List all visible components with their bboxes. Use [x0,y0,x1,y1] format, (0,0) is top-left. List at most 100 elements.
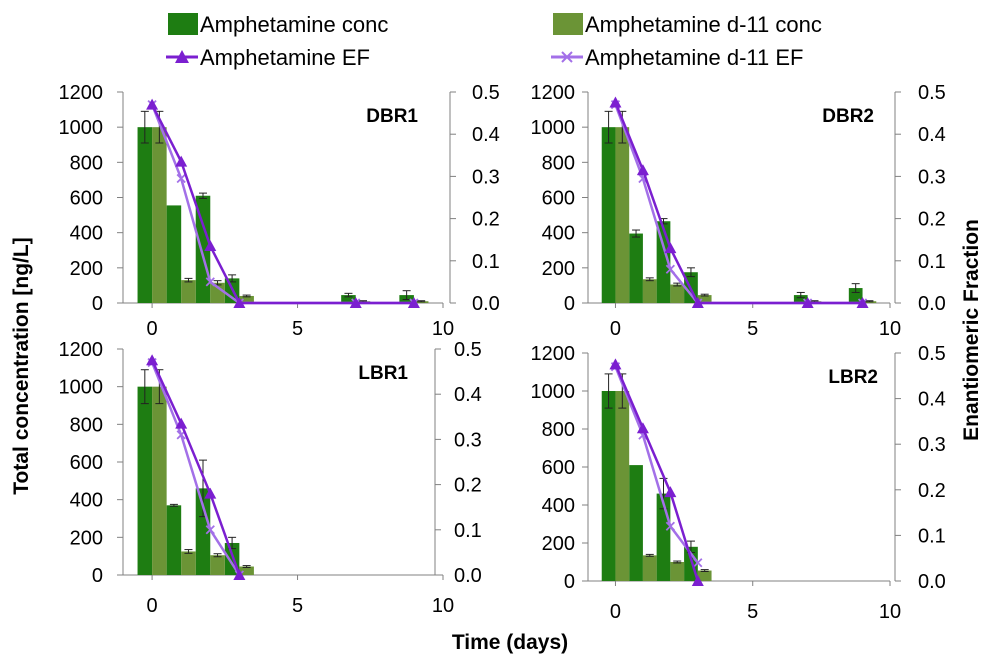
bar [166,205,182,303]
ef-point-d11 [176,173,186,184]
legend-item: Amphetamine conc [168,12,388,37]
bar [195,488,211,575]
y2-axis-title: Enantiomeric Fraction [960,219,982,441]
y2-tick-label: 0.1 [454,520,482,542]
y2-tick-label: 0.5 [918,82,946,104]
bar [697,570,712,581]
ef-point-amphetamine [664,242,677,254]
y-tick-label: 200 [542,533,575,555]
y-tick-label: 400 [542,223,575,245]
y-tick-label: 1000 [59,377,104,399]
ef-point-d11 [205,277,215,287]
error-bar [184,277,193,283]
y-tick-label: 600 [70,452,103,474]
y-tick-label: 1200 [59,339,104,361]
ef-line-amphetamine [150,104,414,305]
y2-tick-label: 0.0 [454,565,482,587]
ef-point-amphetamine [664,486,677,498]
ef-point-amphetamine [233,569,246,580]
legend-marker [561,51,573,63]
error-bar [686,267,695,278]
x-tick-label: 5 [747,318,758,340]
error-bar [645,553,654,557]
panel-title: LBR1 [358,363,408,384]
y-tick-label: 400 [542,495,575,517]
x-tick-label: 5 [747,601,758,623]
bar [642,279,657,303]
ef-line-amphetamine [150,359,241,576]
ef-point-amphetamine [609,96,622,108]
y-axis-title: Total concentration [ng/L] [10,237,33,494]
ef-point-amphetamine [609,358,622,370]
x-tick-label: 10 [879,601,901,623]
y2-tick-label: 0.4 [454,384,482,406]
error-bar [344,292,353,298]
ef-point-amphetamine [204,240,217,252]
y2-tick-label: 0.0 [472,293,500,315]
bar [642,555,657,581]
error-bar [184,549,193,554]
bar [137,127,153,304]
x-tick-label: 0 [610,601,621,623]
legend-swatch [553,13,583,35]
y-tick-label: 1000 [531,117,576,139]
y2-tick-label: 0.2 [472,209,500,231]
error-bar [169,503,178,507]
legend-label: Amphetamine conc [200,12,388,37]
bar [615,391,630,581]
bar [152,127,167,304]
chart-panel: 0 200 400 600 800 1000 1200 0.0 0.1 0.2 0.3 0.4 0.5 0… [59,82,500,340]
bar [239,295,254,303]
legend-item: Amphetamine d-11 EF [551,45,803,70]
ef-point-amphetamine [175,155,188,167]
error-bar [140,110,149,144]
bar [181,551,196,575]
ef-line-d11 [150,104,414,305]
bar [341,295,356,303]
y-tick-label: 1000 [531,381,576,403]
ef-point-amphetamine [636,422,649,434]
y2-tick-label: 0.1 [918,525,946,547]
legend-marker [175,50,189,63]
error-bar [851,283,860,293]
x-tick-label: 10 [432,595,454,617]
ef-point-amphetamine [801,297,814,308]
x-tick-label: 5 [292,318,303,340]
legend-item: Amphetamine d-11 conc [553,12,822,37]
error-bar [865,300,874,303]
bar [670,562,685,581]
bar [670,284,685,303]
chart-panels: 0 200 400 600 800 1000 1200 0.0 0.1 0.2 0.3 0.4 0.5 0… [59,82,946,623]
chart-panel: 0 200 400 600 800 1000 1200 0.0 0.1 0.2 0.3 0.4 0.5 0… [531,343,946,623]
y-tick-label: 800 [70,414,103,436]
ef-line-d11 [150,362,241,576]
legend-label: Amphetamine EF [200,45,370,70]
ef-line-amphetamine [614,363,700,582]
panel-title: DBR2 [822,106,874,127]
error-bar [604,373,613,409]
ef-point-amphetamine [349,297,362,308]
ef-point-amphetamine [204,487,217,499]
ef-point-d11 [665,264,676,274]
bar [793,295,808,303]
bar [601,127,616,304]
ef-line-amphetamine [614,102,863,305]
bar [166,505,182,575]
error-bar [673,560,682,564]
bar [181,280,196,303]
y2-tick-label: 0.4 [918,124,946,146]
legend-label: Amphetamine d-11 EF [585,45,803,70]
y-tick-label: 1200 [531,343,576,365]
y2-tick-label: 0.4 [472,124,500,146]
chart-panel: 0 200 400 600 800 1000 1200 0.0 0.1 0.2 0.3 0.4 0.5 0… [59,339,482,617]
x-tick-label: 10 [879,318,901,340]
error-bar [604,110,613,144]
y-tick-label: 0 [564,571,575,593]
bar [601,391,616,581]
error-bar [140,369,149,405]
ef-point-amphetamine [407,297,420,308]
y-tick-label: 400 [70,490,103,512]
y-tick-label: 200 [70,527,103,549]
y2-tick-label: 0.3 [918,434,946,456]
